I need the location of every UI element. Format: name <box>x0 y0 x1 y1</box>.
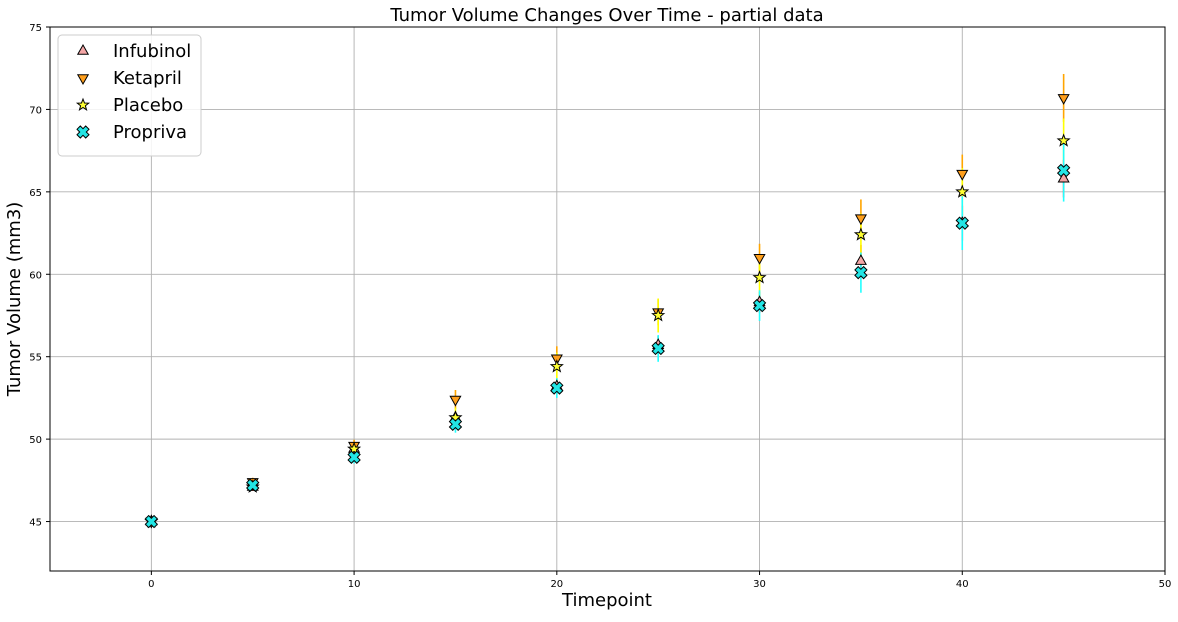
data-point <box>651 341 665 356</box>
y-axis-label: Tumor Volume (mm3) <box>4 202 25 398</box>
data-point <box>956 169 969 181</box>
data-point <box>854 254 867 265</box>
data-point <box>1056 163 1071 178</box>
chart-title: Tumor Volume Changes Over Time - partial… <box>389 5 823 26</box>
legend-label: Ketapril <box>113 68 182 89</box>
error-bars-placebo <box>251 118 1065 491</box>
legend-label: Propriva <box>113 122 187 143</box>
data-markers <box>144 94 1071 529</box>
data-point <box>549 359 564 373</box>
grid <box>50 26 1166 571</box>
x-tick-label: 0 <box>148 579 154 590</box>
y-tick-label: 65 <box>29 188 42 199</box>
y-tick-label: 70 <box>29 105 42 116</box>
data-point <box>347 450 361 464</box>
series-infubinol <box>145 171 1070 526</box>
data-point <box>752 298 767 313</box>
tick-labels: 0 10 20 30 40 50 45 50 55 60 65 70 75 <box>29 23 1171 590</box>
legend: Infubinol Ketapril Placebo Propriva <box>57 34 202 157</box>
data-point <box>449 395 462 407</box>
y-tick-label: 50 <box>29 435 42 446</box>
legend-label: Infubinol <box>113 41 191 62</box>
series-ketapril <box>145 94 1070 529</box>
y-tick-label: 75 <box>29 23 42 34</box>
legend-label: Placebo <box>113 95 183 116</box>
x-tick-label: 10 <box>348 579 361 590</box>
data-point <box>955 184 970 198</box>
data-point <box>854 214 867 226</box>
data-point <box>246 478 260 492</box>
data-point <box>753 253 766 265</box>
series-placebo <box>144 133 1071 528</box>
x-tick-label: 20 <box>550 579 563 590</box>
data-point <box>448 417 463 431</box>
data-point <box>854 265 868 280</box>
data-point <box>347 441 362 456</box>
legend-marker <box>76 74 90 86</box>
y-tick-label: 60 <box>29 270 42 281</box>
legend-marker <box>75 97 91 112</box>
y-tick-label: 55 <box>29 353 42 364</box>
data-point <box>1057 171 1070 183</box>
data-point <box>1057 94 1070 105</box>
data-point <box>651 308 666 322</box>
data-point <box>853 227 868 241</box>
legend-marker <box>76 125 90 139</box>
x-axis-label: Timepoint <box>561 590 652 611</box>
legend-box <box>57 34 202 157</box>
data-point <box>550 381 564 395</box>
x-tick-label: 40 <box>956 579 969 590</box>
data-point <box>448 410 463 424</box>
x-tick-label: 50 <box>1159 579 1172 590</box>
data-point <box>752 270 767 284</box>
error-bars <box>251 73 1065 491</box>
series-propriva <box>144 163 1071 529</box>
data-point <box>955 216 969 230</box>
data-point <box>144 514 159 529</box>
error-bars-ketapril <box>251 73 1065 487</box>
y-tick-label: 45 <box>29 518 42 529</box>
data-point <box>1056 133 1071 147</box>
legend-marker <box>76 43 90 55</box>
x-tick-label: 30 <box>753 579 766 590</box>
plot-frame <box>49 26 1166 572</box>
